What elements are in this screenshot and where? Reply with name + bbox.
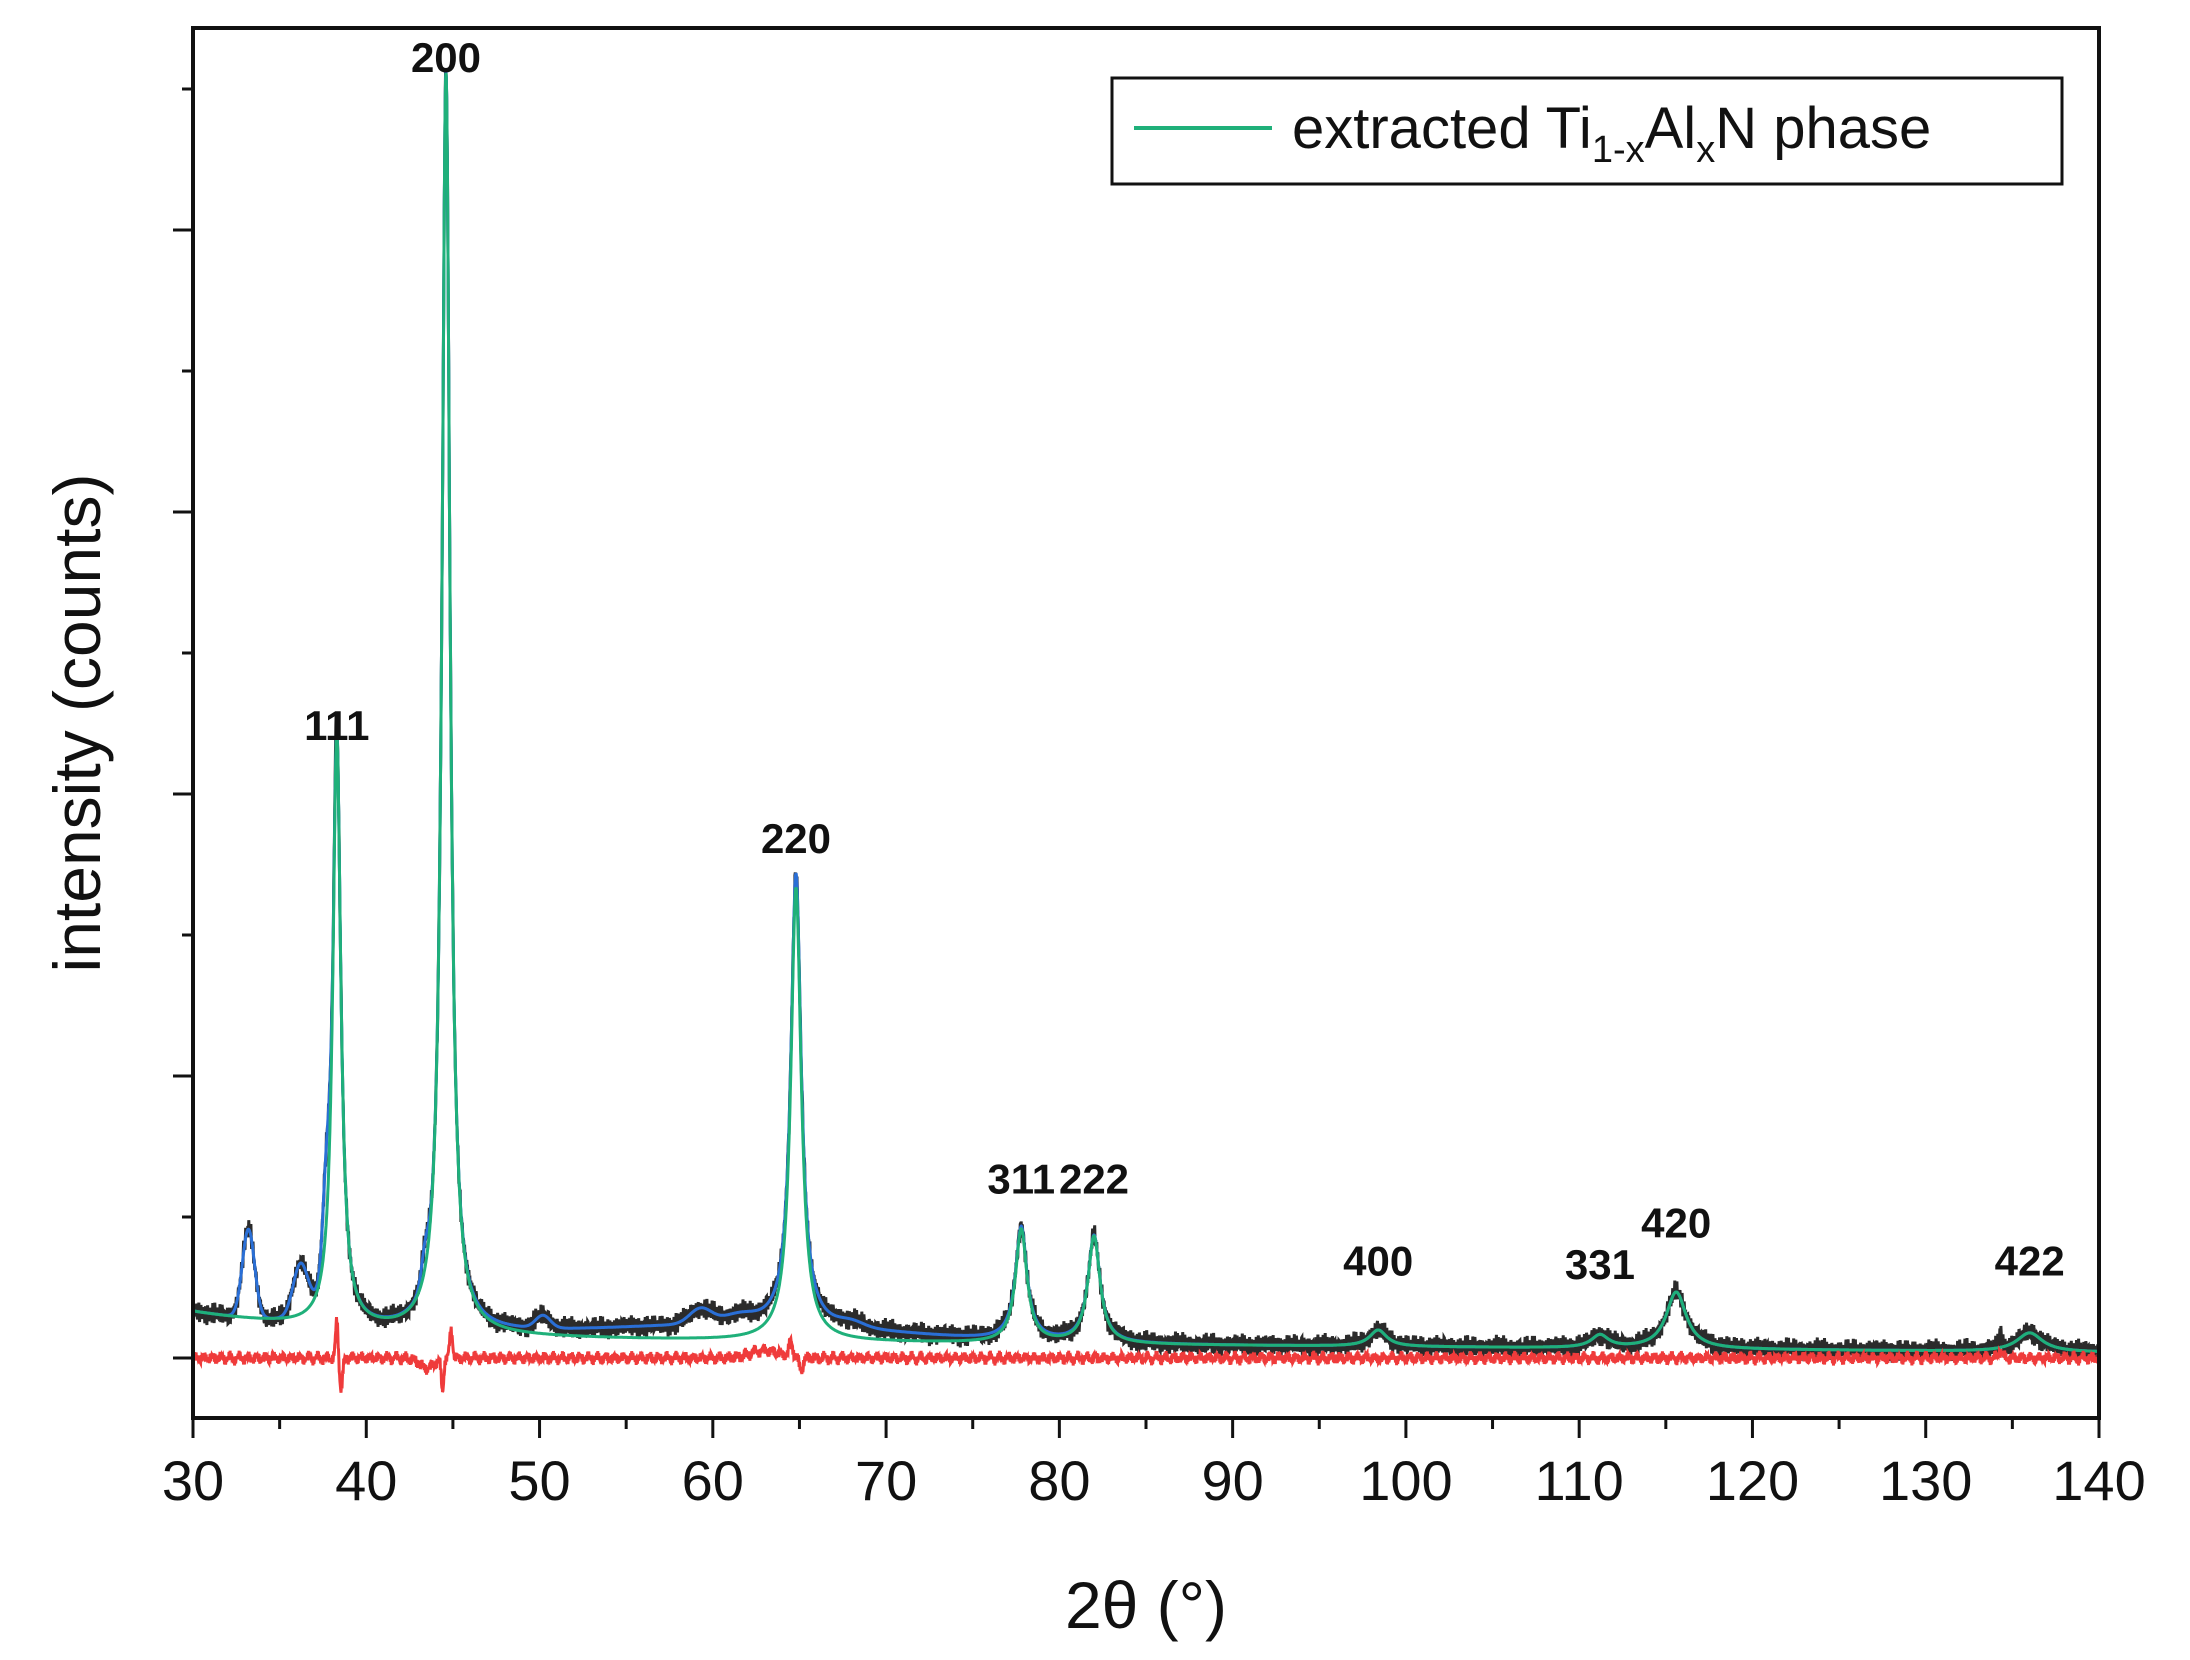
legend-entry: extracted Ti1-xAlxN phase xyxy=(1292,96,1931,171)
legend-sub-1: 1-x xyxy=(1592,129,1645,171)
y-axis-title: intensity (counts) xyxy=(40,474,114,973)
legend-box xyxy=(1110,76,2064,186)
y-axis-ticks xyxy=(173,87,193,1360)
peak-label-111: 111 xyxy=(304,702,369,749)
x-tick-label: 130 xyxy=(1879,1449,1972,1512)
legend-text-main: extracted Ti xyxy=(1292,96,1592,161)
extracted-phase-line xyxy=(192,72,2099,1353)
difference-curve-line xyxy=(191,1317,2101,1393)
peak-label-220: 220 xyxy=(761,815,831,862)
x-tick-label: 70 xyxy=(855,1449,917,1512)
x-tick-label: 90 xyxy=(1201,1449,1263,1512)
x-tick-label: 40 xyxy=(335,1449,397,1512)
x-tick-label: 50 xyxy=(508,1449,570,1512)
legend: extracted Ti1-xAlxN phase xyxy=(1110,76,2064,186)
x-tick-label: 30 xyxy=(162,1449,224,1512)
x-tick-label: 140 xyxy=(2052,1449,2145,1512)
x-axis-ticks: 30 40 50 60 70 80 90 100 110 120 130 140 xyxy=(162,1418,2146,1512)
x-tick-label: 80 xyxy=(1028,1449,1090,1512)
legend-text-mid: Al xyxy=(1645,96,1697,161)
legend-sub-2: x xyxy=(1696,129,1715,171)
peak-label-200: 200 xyxy=(411,34,481,81)
peak-label-400: 400 xyxy=(1343,1237,1413,1284)
measured-pattern-line xyxy=(191,68,2101,1363)
x-axis-title: 2θ (°) xyxy=(1065,1568,1227,1642)
peak-label-311: 311 xyxy=(987,1155,1055,1202)
peak-label-420: 420 xyxy=(1641,1200,1711,1247)
curves-group xyxy=(191,68,2101,1393)
peak-label-422: 422 xyxy=(1995,1237,2065,1284)
x-tick-label: 60 xyxy=(682,1449,744,1512)
peak-label-331: 331 xyxy=(1565,1241,1635,1288)
x-tick-label: 120 xyxy=(1706,1449,1799,1512)
x-tick-label: 110 xyxy=(1535,1449,1624,1512)
peak-label-222: 222 xyxy=(1059,1155,1129,1202)
legend-text-end: N phase xyxy=(1715,96,1931,161)
x-tick-label: 100 xyxy=(1359,1449,1452,1512)
